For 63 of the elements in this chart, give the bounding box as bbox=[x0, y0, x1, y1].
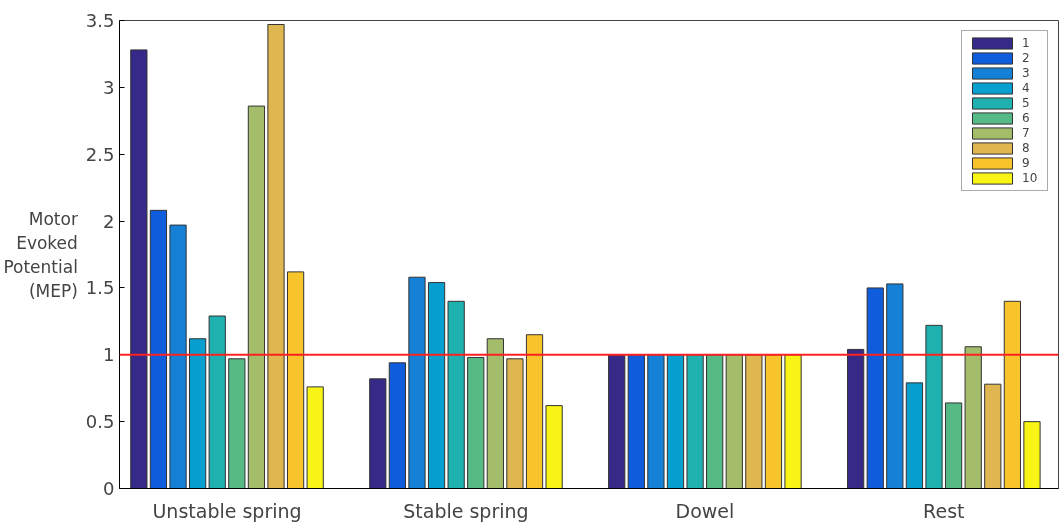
y-tick-label: 1 bbox=[103, 344, 115, 366]
bar bbox=[725, 354, 743, 489]
legend-label: 10 bbox=[1022, 171, 1039, 185]
bar bbox=[467, 356, 485, 489]
legend-label: 1 bbox=[1022, 36, 1031, 50]
bar bbox=[745, 354, 763, 489]
bar bbox=[228, 358, 246, 489]
bar bbox=[506, 358, 524, 489]
y-tick-label: 1.5 bbox=[85, 277, 115, 299]
bar bbox=[964, 346, 982, 489]
bar bbox=[984, 383, 1002, 489]
legend-label: 5 bbox=[1022, 96, 1031, 110]
bar bbox=[905, 382, 924, 489]
legend-label: 2 bbox=[1022, 51, 1031, 65]
bar bbox=[427, 282, 446, 489]
x-tick-label: Stable spring bbox=[403, 499, 529, 522]
bar bbox=[764, 354, 783, 489]
legend-label: 8 bbox=[1022, 141, 1031, 155]
bar bbox=[627, 354, 645, 489]
bar bbox=[545, 405, 563, 489]
bar bbox=[189, 338, 207, 489]
bar bbox=[608, 354, 626, 489]
legend-label: 3 bbox=[1022, 66, 1031, 80]
bar bbox=[784, 354, 802, 489]
bar bbox=[169, 224, 187, 489]
bar bbox=[130, 49, 148, 489]
legend-label: 4 bbox=[1022, 81, 1031, 95]
bar bbox=[149, 209, 168, 489]
bar bbox=[847, 348, 865, 489]
bar bbox=[1023, 421, 1041, 489]
y-axis-title: Motor Evoked Potential (MEP) bbox=[3, 208, 78, 301]
bar bbox=[706, 354, 724, 489]
bar bbox=[408, 276, 426, 489]
bar bbox=[647, 354, 665, 489]
bar bbox=[247, 105, 266, 489]
bar bbox=[208, 315, 226, 489]
bar bbox=[866, 287, 884, 489]
bar bbox=[944, 402, 963, 489]
bar bbox=[267, 24, 285, 489]
bar bbox=[286, 271, 305, 489]
y-tick-label: 3.5 bbox=[85, 10, 115, 31]
y-tick-label: 3 bbox=[103, 76, 115, 98]
legend-label: 7 bbox=[1022, 126, 1031, 140]
bar bbox=[447, 300, 465, 489]
legend-label: 6 bbox=[1022, 111, 1031, 125]
bar bbox=[886, 283, 904, 489]
bar bbox=[666, 354, 685, 489]
bar bbox=[369, 378, 387, 489]
bar bbox=[388, 362, 406, 489]
y-tick-label: 2.5 bbox=[85, 143, 115, 165]
bar bbox=[1003, 300, 1022, 489]
bar bbox=[306, 386, 324, 489]
y-tick-label: 0.5 bbox=[85, 411, 115, 433]
y-tick-label: 2 bbox=[103, 210, 115, 232]
x-tick-label: Dowel bbox=[675, 499, 735, 522]
bar bbox=[486, 338, 504, 489]
legend-label: 9 bbox=[1022, 156, 1031, 170]
x-tick-label: Rest bbox=[923, 499, 965, 522]
bar bbox=[925, 324, 943, 489]
y-tick-label: 0 bbox=[103, 478, 115, 499]
bar bbox=[686, 354, 704, 489]
x-tick-label: Unstable spring bbox=[152, 499, 302, 522]
bar bbox=[525, 334, 544, 489]
